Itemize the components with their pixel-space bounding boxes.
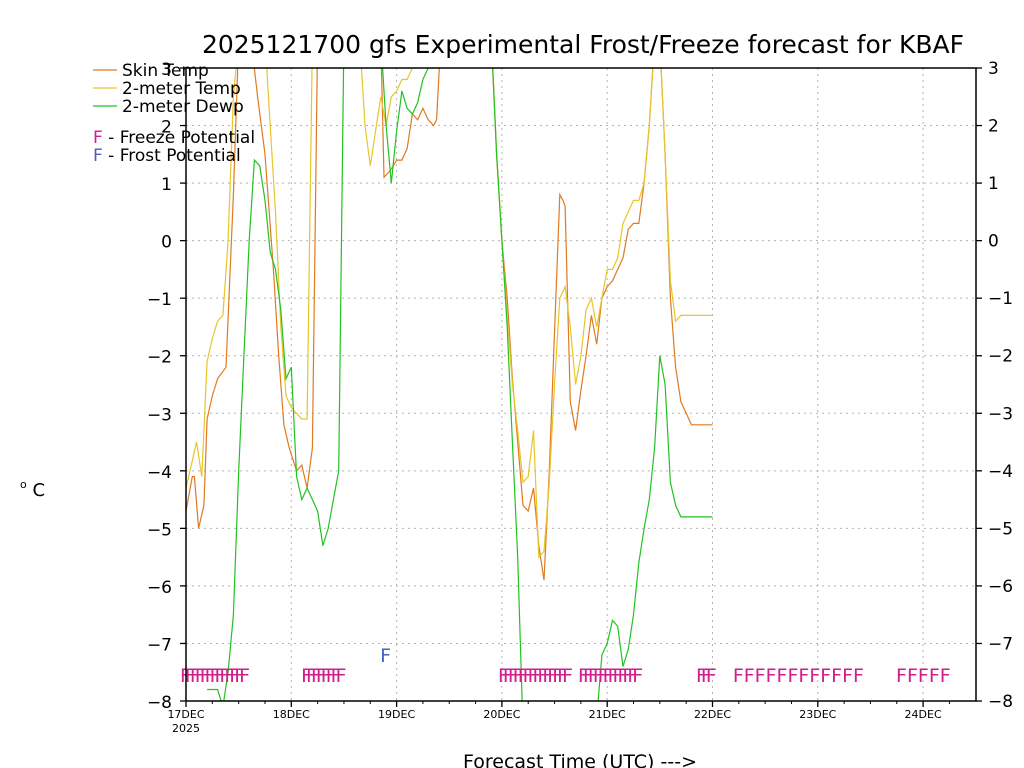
y-tick-label-right: 1 <box>988 174 999 194</box>
x-tick-sublabel: 2025 <box>172 722 200 735</box>
legend-marker-text: - Freeze Potential <box>103 128 255 148</box>
legend-label: Skin Temp <box>122 61 209 81</box>
x-tick-label: 18DEC <box>273 708 310 721</box>
legend-label: 2-meter Temp <box>122 79 241 99</box>
series-line-2-meter-dewp <box>207 68 713 701</box>
freeze-marker: FFFFF <box>896 665 951 687</box>
legend-marker-symbol: F <box>93 128 103 148</box>
x-tick-label: 24DEC <box>905 708 942 721</box>
y-tick-label-left: −8 <box>147 693 172 713</box>
y-tick-label-left: −4 <box>147 463 172 483</box>
y-tick-label-right: −1 <box>988 289 1013 309</box>
series-line-2-meter-temp <box>186 68 713 559</box>
x-tick-label: 20DEC <box>483 708 520 721</box>
y-tick-label-right: −3 <box>988 404 1013 424</box>
y-tick-label-left: −5 <box>147 520 172 540</box>
freeze-marker: FFFFFFFFFFFF <box>578 665 642 687</box>
legend-marker-entry: F - Freeze Potential <box>93 128 255 148</box>
y-tick-label-left: 0 <box>161 233 172 253</box>
freeze-marker: FFFFFFFFFFFF <box>733 665 864 687</box>
freeze-marker: FFFFFFFF <box>301 665 346 687</box>
y-tick-label-right: 2 <box>988 117 999 137</box>
y-tick-label-right: 0 <box>988 232 999 252</box>
y-tick-label-right: −7 <box>988 634 1013 654</box>
plot-frame <box>185 67 977 702</box>
axes: 3 3 2 2 1 1 0 0 −1 −1 −2 −2 −3 −3 −4 −4 −5 −5 −6 −6 −7 −7 −8 −8… <box>147 59 1013 735</box>
series-lines <box>186 68 713 701</box>
y-tick-label-left: −2 <box>147 348 172 368</box>
y-tick-label-left: 3 <box>161 60 172 80</box>
y-tick-label-left: 2 <box>161 118 172 138</box>
y-tick-label-right: −8 <box>988 692 1013 712</box>
freeze-marker: FFFFFFFFFFFFF <box>180 665 249 687</box>
legend-marker-symbol: F <box>93 146 103 166</box>
x-axis-label: Forecast Time (UTC) ---> <box>463 751 697 768</box>
y-tick-label-left: −1 <box>147 290 172 310</box>
x-tick-label: 21DEC <box>589 708 626 721</box>
legend-marker-entry: F - Frost Potential <box>93 146 241 166</box>
x-tick-label: 23DEC <box>799 708 836 721</box>
y-tick-label-left: −7 <box>147 635 172 655</box>
frost-marker: F <box>380 645 391 667</box>
y-tick-label-right: −2 <box>988 347 1013 367</box>
x-tick-label: 17DEC <box>167 708 204 721</box>
legend-marker-text: - Frost Potential <box>103 146 241 166</box>
x-tick-label: 22DEC <box>694 708 731 721</box>
y-tick-label-left: 1 <box>161 175 172 195</box>
grid <box>186 68 976 701</box>
y-axis-unit-label: o C <box>20 472 45 501</box>
y-tick-label-right: −6 <box>988 577 1013 597</box>
x-tick-label: 19DEC <box>378 708 415 721</box>
frost-freeze-markers: FFFFFFFFFFFFF FFFFFFFF FFFFFFFFFFFFFF FFFFF… <box>180 645 951 687</box>
legend-label: 2-meter Dewp <box>122 97 244 117</box>
y-tick-label-right: −4 <box>988 462 1013 482</box>
y-tick-label-right: 3 <box>988 59 999 79</box>
y-tick-label-right: −5 <box>988 519 1013 539</box>
freeze-marker: FFFFFFFFFFFFFF <box>498 665 572 687</box>
chart-title: 2025121700 gfs Experimental Frost/Freeze… <box>202 30 964 59</box>
y-tick-label-left: −3 <box>147 405 172 425</box>
y-tick-label-left: −6 <box>147 578 172 598</box>
y-unit-degree: o <box>20 478 27 491</box>
y-unit-letter: C <box>32 480 45 501</box>
series-line-skin-temp <box>186 68 713 581</box>
